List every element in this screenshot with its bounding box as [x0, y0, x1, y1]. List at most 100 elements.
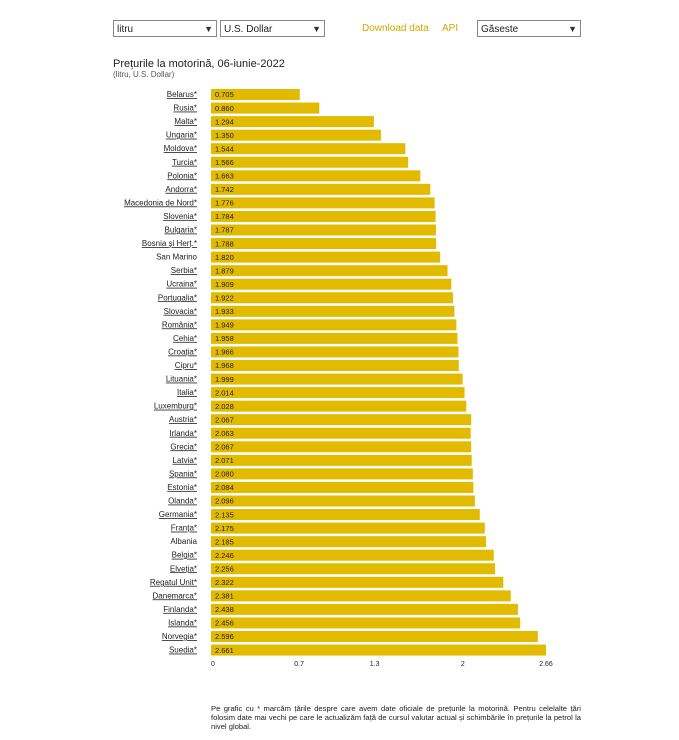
- bar: [211, 251, 441, 263]
- country-label[interactable]: Franța*: [171, 524, 197, 533]
- bar: [211, 414, 472, 426]
- bar: [211, 495, 475, 507]
- bar-value-label: 2.071: [215, 456, 234, 465]
- chevron-down-icon: ▼: [204, 24, 213, 34]
- currency-select-value: U.S. Dollar: [224, 24, 273, 35]
- api-link[interactable]: API: [442, 23, 459, 34]
- country-label[interactable]: Polonia*: [167, 171, 197, 180]
- country-label[interactable]: Slovenia*: [163, 212, 197, 221]
- country-label[interactable]: Belgia*: [172, 551, 197, 560]
- country-label[interactable]: Estonia*: [167, 483, 197, 492]
- currency-select[interactable]: U.S. Dollar ▼: [220, 20, 325, 37]
- country-label[interactable]: România*: [162, 320, 197, 329]
- bar-value-label: 0.860: [215, 104, 234, 113]
- country-label[interactable]: Turcia*: [172, 158, 197, 167]
- country-label[interactable]: Cipru*: [175, 361, 197, 370]
- country-label[interactable]: Ucraina*: [166, 280, 197, 289]
- bar-value-label: 1.922: [215, 293, 234, 302]
- country-label[interactable]: Latvia*: [173, 456, 197, 465]
- bar: [211, 156, 409, 168]
- bar-value-label: 1.566: [215, 158, 234, 167]
- x-tick-label: 2.66: [539, 661, 553, 668]
- country-label[interactable]: Regatul Unit*: [150, 578, 197, 587]
- bar-value-label: 2.067: [215, 415, 234, 424]
- bar: [211, 481, 474, 493]
- search-select[interactable]: Găseste ▼: [477, 20, 581, 37]
- country-label[interactable]: Italia*: [177, 388, 197, 397]
- bar: [211, 644, 546, 656]
- country-label[interactable]: Norvegia*: [162, 632, 197, 641]
- bar: [211, 278, 452, 290]
- bar: [211, 373, 463, 385]
- x-tick-label: 2: [461, 661, 465, 668]
- bar: [211, 617, 521, 629]
- bar: [211, 224, 436, 236]
- country-label[interactable]: Moldova*: [164, 144, 197, 153]
- bar-value-label: 1.294: [215, 117, 234, 126]
- bar: [211, 102, 320, 114]
- country-label[interactable]: Elveția*: [170, 564, 197, 573]
- country-label[interactable]: Portugalia*: [158, 293, 197, 302]
- bar-value-label: 1.776: [215, 199, 234, 208]
- country-label[interactable]: Macedonia de Nord*: [124, 198, 197, 207]
- bar-value-label: 0.705: [215, 90, 234, 99]
- bar-value-label: 2.246: [215, 551, 234, 560]
- bar-value-label: 2.175: [215, 524, 234, 533]
- bar-value-label: 2.080: [215, 470, 234, 479]
- bar-value-label: 1.949: [215, 321, 234, 330]
- country-label[interactable]: Grecia*: [170, 442, 197, 451]
- footnote: Pe grafic cu * marcăm țările despre care…: [211, 704, 581, 731]
- country-label[interactable]: Danemarca*: [153, 591, 197, 600]
- chevron-down-icon: ▼: [568, 24, 577, 34]
- bar-value-label: 1.909: [215, 280, 234, 289]
- country-label[interactable]: Cehia*: [173, 334, 197, 343]
- country-label[interactable]: Bulgaria*: [165, 226, 197, 235]
- country-label[interactable]: Islanda*: [168, 618, 197, 627]
- country-label[interactable]: Finlanda*: [163, 605, 197, 614]
- country-label[interactable]: Malta*: [174, 117, 197, 126]
- country-label[interactable]: Irlanda*: [169, 429, 197, 438]
- bar: [211, 576, 504, 588]
- country-label[interactable]: Germania*: [159, 510, 197, 519]
- bar: [211, 563, 496, 575]
- bar-value-label: 1.787: [215, 226, 234, 235]
- bar: [211, 305, 455, 317]
- bar-value-label: 1.968: [215, 361, 234, 370]
- bar-value-label: 1.350: [215, 131, 234, 140]
- bar-value-label: 1.958: [215, 334, 234, 343]
- bar: [211, 170, 421, 182]
- country-label[interactable]: Croația*: [168, 347, 197, 356]
- bar-value-label: 1.820: [215, 253, 234, 262]
- bar: [211, 454, 472, 466]
- country-label[interactable]: Suedia*: [169, 646, 197, 655]
- bar-value-label: 2.596: [215, 632, 234, 641]
- bar: [211, 400, 467, 412]
- country-label: Albania: [170, 537, 197, 546]
- country-label[interactable]: Spania*: [169, 469, 197, 478]
- bar: [211, 441, 472, 453]
- country-label[interactable]: Austria*: [169, 415, 197, 424]
- unit-select[interactable]: litru ▼: [113, 20, 217, 37]
- country-label[interactable]: Belarus*: [167, 90, 197, 99]
- bar-value-label: 2.014: [215, 388, 234, 397]
- bar: [211, 319, 457, 331]
- bar-value-label: 2.256: [215, 564, 234, 573]
- country-label[interactable]: Lituania*: [166, 375, 197, 384]
- country-label[interactable]: Slovacia*: [164, 307, 197, 316]
- bar-value-label: 1.663: [215, 172, 234, 181]
- bar-value-label: 2.438: [215, 605, 234, 614]
- bar: [211, 210, 436, 222]
- country-label[interactable]: Serbia*: [171, 266, 197, 275]
- bar: [211, 387, 465, 399]
- country-label[interactable]: Luxemburg*: [154, 402, 197, 411]
- country-label[interactable]: Olanda*: [168, 497, 197, 506]
- download-data-link[interactable]: Download data: [362, 23, 429, 34]
- bar: [211, 427, 471, 439]
- country-label[interactable]: Rusia*: [173, 104, 197, 113]
- bar-value-label: 1.999: [215, 375, 234, 384]
- country-label[interactable]: Ungaria*: [166, 131, 197, 140]
- bar-value-label: 2.185: [215, 537, 234, 546]
- country-label[interactable]: Bosnia și Herț.*: [142, 239, 197, 248]
- country-label[interactable]: Andorra*: [165, 185, 197, 194]
- bar: [211, 346, 459, 358]
